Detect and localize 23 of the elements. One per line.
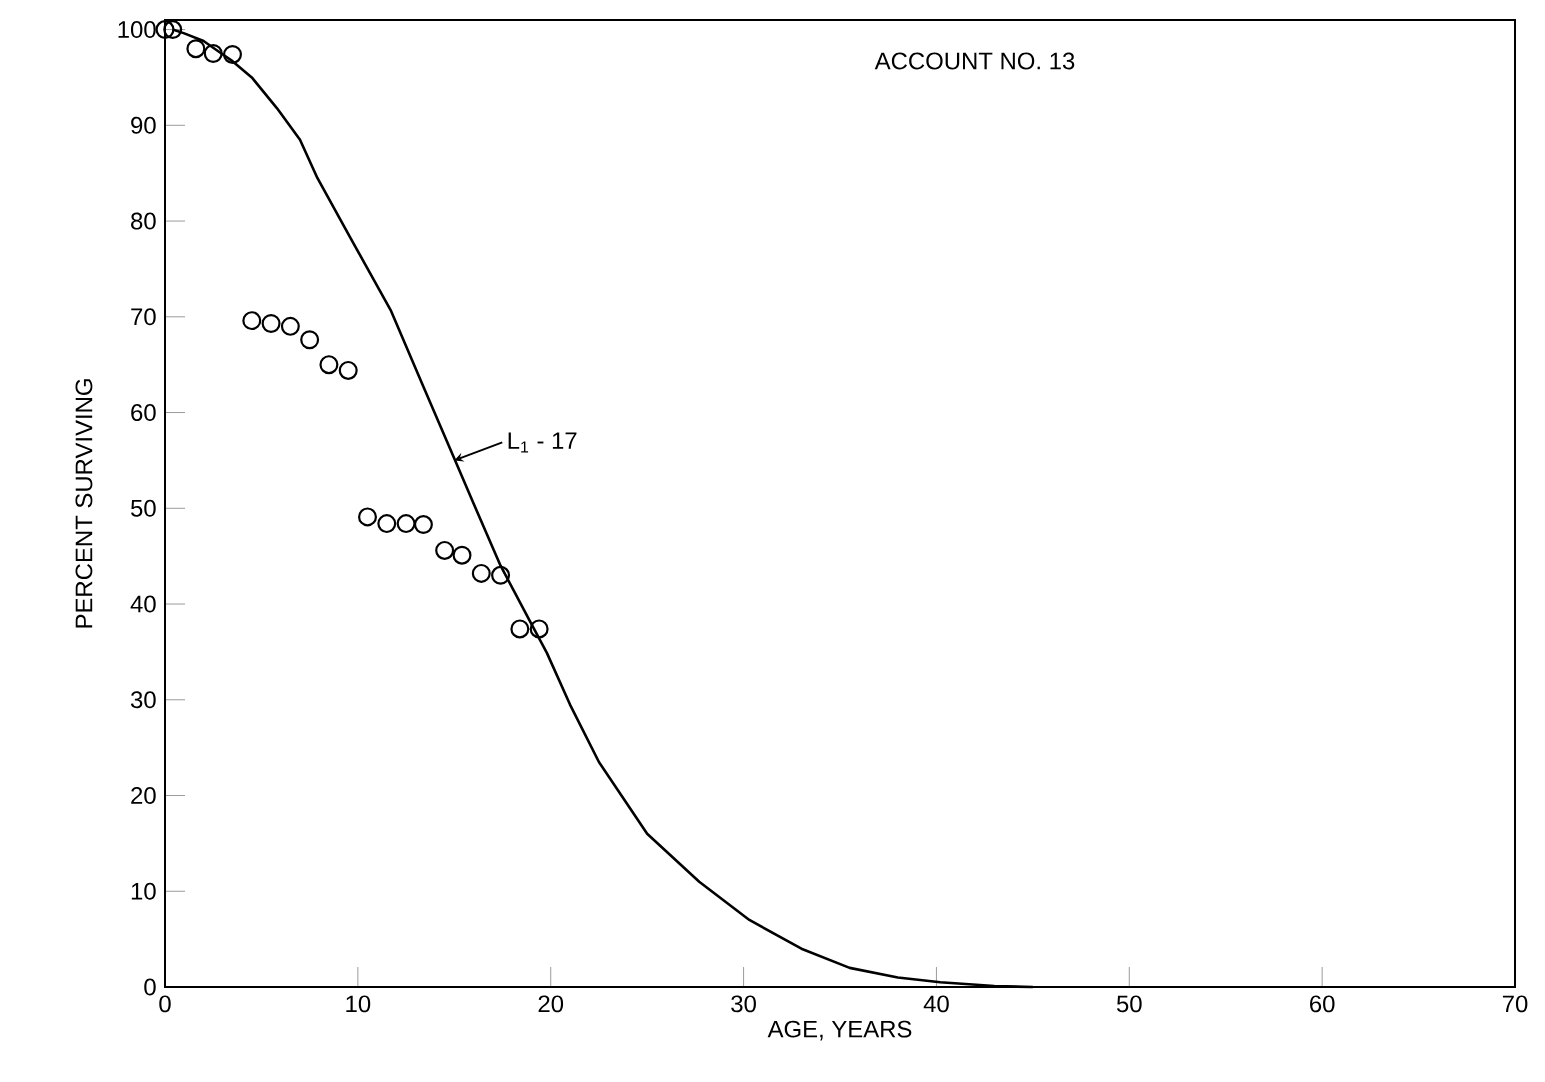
y-tick-label: 0: [144, 978, 156, 996]
y-tick-label: 10: [131, 882, 156, 900]
y-tick-label: 100: [118, 21, 156, 39]
x-axis-title: AGE, YEARS: [767, 1020, 912, 1041]
y-tick-label: 80: [131, 212, 156, 230]
x-tick-label: 60: [1310, 995, 1335, 1013]
text: ACCOUNT NO. 13: [874, 52, 1075, 70]
x-tick-label: 10: [346, 995, 371, 1013]
x-tick-label: 30: [731, 995, 756, 1013]
y-tick-label: 30: [130, 691, 156, 709]
y-tick-label: 50: [131, 499, 156, 517]
y-tick-label: 20: [131, 787, 156, 804]
y-tick-label: 60: [131, 404, 156, 421]
y-tick-label: 90: [131, 116, 156, 134]
y-axis-title: PERCENT SURVIVING: [75, 379, 93, 628]
x-tick-label: 20: [538, 995, 564, 1013]
x-tick-label: 0: [159, 995, 171, 1013]
y-tick-label: 70: [131, 308, 156, 326]
x-tick-label: 40: [923, 995, 949, 1013]
x-tick-label: 50: [1116, 995, 1142, 1013]
x-tick-label: 70: [1502, 995, 1528, 1013]
annotation: L$_{1}$ - 17: [508, 432, 577, 453]
y-tick-label: 40: [130, 595, 156, 613]
